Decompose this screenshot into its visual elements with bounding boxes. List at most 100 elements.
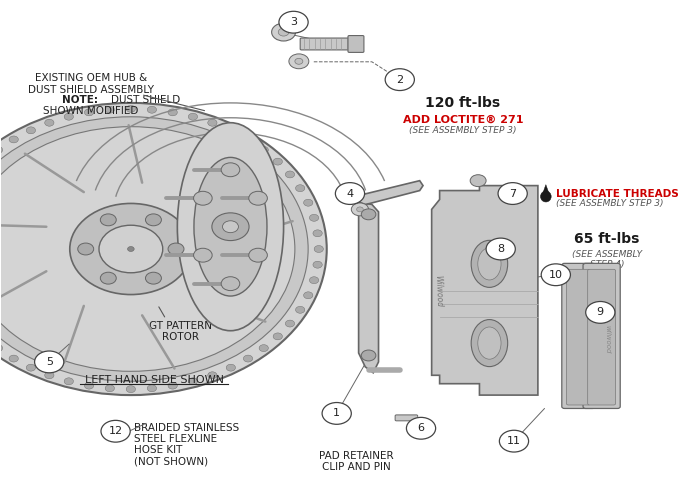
Circle shape bbox=[248, 191, 267, 205]
Circle shape bbox=[78, 243, 94, 255]
Circle shape bbox=[351, 203, 369, 216]
Circle shape bbox=[541, 264, 570, 286]
Circle shape bbox=[168, 109, 177, 116]
Circle shape bbox=[592, 308, 599, 313]
Circle shape bbox=[586, 301, 615, 323]
Polygon shape bbox=[358, 181, 423, 205]
Text: PAD RETAINER: PAD RETAINER bbox=[319, 451, 394, 461]
Text: 6: 6 bbox=[417, 423, 424, 433]
Circle shape bbox=[105, 106, 115, 113]
Text: BRAIDED STAINLESS: BRAIDED STAINLESS bbox=[134, 423, 239, 433]
Text: 2: 2 bbox=[396, 75, 403, 85]
Circle shape bbox=[208, 119, 217, 126]
Text: CLIP AND PIN: CLIP AND PIN bbox=[322, 462, 391, 472]
FancyBboxPatch shape bbox=[588, 269, 615, 405]
Circle shape bbox=[226, 127, 235, 134]
Circle shape bbox=[295, 306, 304, 313]
Circle shape bbox=[64, 378, 74, 385]
Circle shape bbox=[26, 364, 36, 371]
Circle shape bbox=[314, 246, 323, 252]
Text: 9: 9 bbox=[596, 307, 604, 317]
Text: Wilwood: Wilwood bbox=[433, 275, 443, 307]
FancyBboxPatch shape bbox=[395, 415, 418, 421]
Text: wilwood: wilwood bbox=[604, 325, 610, 354]
Circle shape bbox=[188, 378, 197, 385]
Circle shape bbox=[309, 214, 318, 221]
Circle shape bbox=[587, 304, 604, 317]
Circle shape bbox=[322, 402, 351, 424]
Circle shape bbox=[499, 430, 528, 452]
Circle shape bbox=[273, 158, 282, 165]
Ellipse shape bbox=[478, 327, 501, 359]
Circle shape bbox=[45, 372, 54, 379]
Text: LEFT HAND SIDE SHOWN: LEFT HAND SIDE SHOWN bbox=[85, 375, 223, 385]
Circle shape bbox=[45, 119, 54, 126]
Circle shape bbox=[100, 272, 116, 284]
Circle shape bbox=[356, 207, 363, 212]
Text: (SEE ASSEMBLY STEP 3): (SEE ASSEMBLY STEP 3) bbox=[556, 200, 664, 209]
FancyBboxPatch shape bbox=[583, 263, 620, 408]
Circle shape bbox=[147, 106, 157, 113]
Ellipse shape bbox=[478, 248, 501, 280]
Circle shape bbox=[0, 117, 308, 381]
Circle shape bbox=[295, 185, 304, 192]
Text: 4: 4 bbox=[346, 189, 354, 199]
Circle shape bbox=[244, 355, 253, 362]
Circle shape bbox=[9, 355, 18, 362]
Circle shape bbox=[223, 221, 239, 233]
Text: GT PATTERN: GT PATTERN bbox=[149, 321, 212, 331]
Text: DUST SHIELD ASSEMBLY: DUST SHIELD ASSEMBLY bbox=[28, 85, 154, 95]
Circle shape bbox=[273, 333, 282, 340]
Circle shape bbox=[259, 146, 268, 153]
Ellipse shape bbox=[471, 241, 508, 287]
Ellipse shape bbox=[177, 123, 284, 331]
Circle shape bbox=[146, 214, 162, 226]
Circle shape bbox=[279, 11, 308, 33]
Circle shape bbox=[194, 249, 212, 262]
Circle shape bbox=[286, 320, 295, 327]
Text: (SEE ASSEMBLY: (SEE ASSEMBLY bbox=[572, 250, 642, 259]
Circle shape bbox=[272, 23, 295, 41]
Circle shape bbox=[407, 417, 435, 439]
Text: 5: 5 bbox=[46, 357, 52, 367]
Polygon shape bbox=[358, 202, 379, 373]
Text: NOTE:: NOTE: bbox=[62, 96, 99, 106]
Circle shape bbox=[476, 244, 494, 256]
Polygon shape bbox=[432, 186, 538, 395]
Text: (NOT SHOWN): (NOT SHOWN) bbox=[134, 456, 209, 466]
Circle shape bbox=[64, 113, 74, 120]
Text: 10: 10 bbox=[549, 270, 563, 280]
Circle shape bbox=[34, 351, 64, 373]
Circle shape bbox=[168, 243, 184, 255]
FancyBboxPatch shape bbox=[566, 269, 590, 405]
Text: 12: 12 bbox=[108, 426, 122, 436]
Circle shape bbox=[101, 420, 130, 442]
Circle shape bbox=[188, 113, 197, 120]
Text: 7: 7 bbox=[509, 189, 516, 199]
Circle shape bbox=[212, 213, 249, 241]
Text: EXISTING OEM HUB &: EXISTING OEM HUB & bbox=[35, 73, 147, 83]
Text: 65 ft-lbs: 65 ft-lbs bbox=[574, 232, 640, 246]
Circle shape bbox=[100, 214, 116, 226]
Circle shape bbox=[226, 364, 235, 371]
Circle shape bbox=[85, 109, 94, 116]
Text: STEEL FLEXLINE: STEEL FLEXLINE bbox=[134, 434, 217, 444]
Circle shape bbox=[361, 350, 376, 361]
Circle shape bbox=[127, 247, 134, 251]
Circle shape bbox=[0, 103, 327, 395]
Circle shape bbox=[0, 146, 3, 153]
Circle shape bbox=[9, 136, 18, 143]
Circle shape bbox=[194, 191, 212, 205]
Circle shape bbox=[146, 272, 162, 284]
Circle shape bbox=[304, 292, 313, 299]
Circle shape bbox=[309, 277, 318, 284]
Circle shape bbox=[295, 58, 303, 64]
Text: 1: 1 bbox=[333, 408, 340, 418]
FancyBboxPatch shape bbox=[562, 263, 595, 408]
Polygon shape bbox=[543, 185, 549, 192]
Text: ADD LOCTITE® 271: ADD LOCTITE® 271 bbox=[402, 115, 523, 124]
Text: STEP 4): STEP 4) bbox=[589, 260, 624, 269]
Circle shape bbox=[289, 54, 309, 69]
Ellipse shape bbox=[540, 191, 551, 202]
Text: 3: 3 bbox=[290, 17, 297, 27]
